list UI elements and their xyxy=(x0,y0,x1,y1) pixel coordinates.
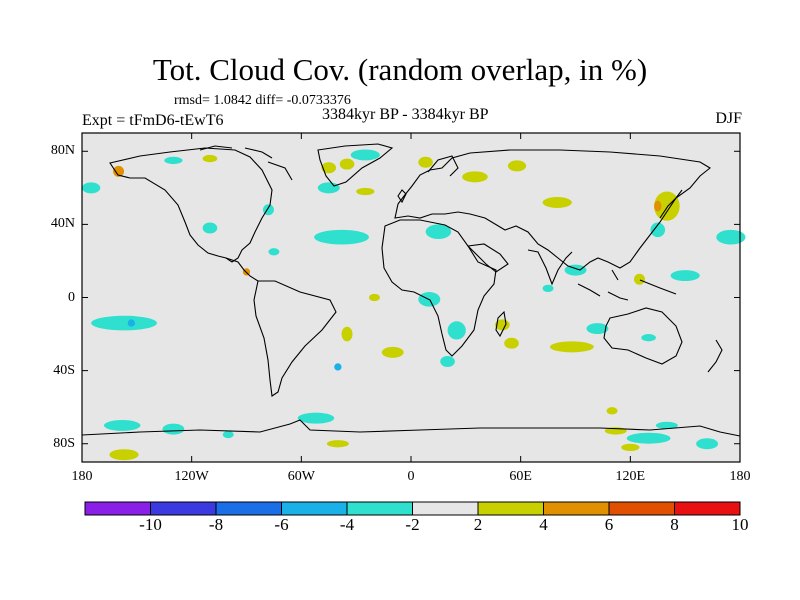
colorbar-label: -8 xyxy=(208,515,224,534)
anomaly-region xyxy=(297,412,335,424)
anomaly-region xyxy=(542,196,572,208)
y-tick-label: 80S xyxy=(53,435,75,451)
anomaly-region xyxy=(350,149,380,161)
colorbar-swatch xyxy=(412,501,479,516)
anomaly-region xyxy=(549,341,594,353)
colorbar-label: 2 xyxy=(473,515,483,534)
colorbar-swatch xyxy=(674,501,741,516)
map-background xyxy=(82,133,740,462)
colorbar-swatch xyxy=(477,501,544,516)
anomaly-region xyxy=(507,160,527,172)
anomaly-region xyxy=(626,432,671,444)
anomaly-region xyxy=(339,158,355,170)
colorbar-swatch xyxy=(84,501,151,516)
colorbar-swatch xyxy=(150,501,217,516)
anomaly-region xyxy=(162,423,185,435)
x-tick-label: 0 xyxy=(407,469,415,484)
colorbar-label: 8 xyxy=(670,515,679,534)
anomaly-region xyxy=(314,229,369,245)
y-tick-label: 40N xyxy=(50,216,75,232)
colorbar-swatch xyxy=(281,501,348,516)
y-tick-label: 0 xyxy=(68,289,75,305)
colorbar-swatch xyxy=(543,501,610,516)
anomaly-region xyxy=(447,321,466,340)
anomaly-region xyxy=(418,156,433,168)
coastlines xyxy=(81,143,741,437)
colorbar-swatch xyxy=(346,501,413,516)
y-tick-label: 40S xyxy=(53,362,75,378)
anomaly-region xyxy=(91,315,157,331)
anomaly-region xyxy=(109,449,139,461)
anomaly-region xyxy=(586,323,609,335)
y-ticks xyxy=(82,150,740,445)
anomaly-region xyxy=(654,191,680,221)
anomaly-region xyxy=(542,284,554,293)
colorbar-swatch xyxy=(608,501,675,516)
anomaly-region xyxy=(654,200,662,212)
anomaly-region xyxy=(103,419,141,431)
anomaly-region xyxy=(641,334,656,342)
colorbar-label: -6 xyxy=(274,515,289,534)
anomaly-region xyxy=(368,293,380,302)
chart-title: Tot. Cloud Cov. (random overlap, in %) xyxy=(152,52,648,87)
x-tick-label: 60E xyxy=(509,469,532,484)
anomaly-region xyxy=(222,430,234,439)
anomaly-region xyxy=(321,162,337,174)
anomaly-region xyxy=(621,443,640,452)
experiment-label: Expt = tFmD6-tEwT6 xyxy=(82,112,224,129)
anomaly-layer xyxy=(82,149,746,461)
anomaly-region xyxy=(670,270,700,282)
anomaly-region xyxy=(202,154,218,163)
anomaly-region xyxy=(268,248,280,256)
anomaly-region xyxy=(650,222,666,238)
anomaly-region xyxy=(82,182,101,194)
anomaly-region xyxy=(326,440,349,448)
x-tick-label: 120E xyxy=(615,469,646,484)
stats-text: rmsd= 1.0842 diff= -0.0733376 xyxy=(174,93,351,108)
anomaly-region xyxy=(425,224,452,240)
anomaly-region xyxy=(381,346,404,358)
y-tick-label: 80N xyxy=(50,143,75,159)
x-tick-label: 120W xyxy=(174,469,209,484)
period-label: 3384kyr BP - 3384kyr BP xyxy=(322,106,489,123)
season-label: DJF xyxy=(715,110,742,127)
x-tick-label: 60W xyxy=(287,469,315,484)
colorbar xyxy=(84,501,741,516)
anomaly-region xyxy=(334,363,342,371)
anomaly-region xyxy=(606,407,618,415)
anomaly-region xyxy=(696,438,719,450)
anomaly-region xyxy=(164,156,183,165)
colorbar-label: -2 xyxy=(405,515,420,534)
anomaly-region xyxy=(317,182,340,194)
x-tick-label: 180 xyxy=(729,469,751,484)
colorbar-label: 4 xyxy=(539,515,548,534)
x-ticks xyxy=(81,133,741,462)
colorbar-label: 6 xyxy=(604,515,614,534)
colorbar-label: 10 xyxy=(731,515,749,534)
colorbar-swatch xyxy=(215,501,282,516)
anomaly-region xyxy=(356,187,375,196)
anomaly-region xyxy=(504,337,519,349)
anomaly-region xyxy=(633,273,645,285)
anomaly-region xyxy=(564,264,587,276)
anomaly-region xyxy=(113,165,125,177)
anomaly-region xyxy=(462,171,488,183)
colorbar-label: -4 xyxy=(339,515,355,534)
anomaly-region xyxy=(655,421,678,430)
colorbar-label: -10 xyxy=(139,515,162,534)
anomaly-region xyxy=(440,355,455,367)
anomaly-region xyxy=(202,222,218,234)
anomaly-region xyxy=(716,229,746,245)
anomaly-region xyxy=(341,326,353,342)
anomaly-region xyxy=(127,319,136,327)
x-tick-label: 180 xyxy=(71,469,93,484)
